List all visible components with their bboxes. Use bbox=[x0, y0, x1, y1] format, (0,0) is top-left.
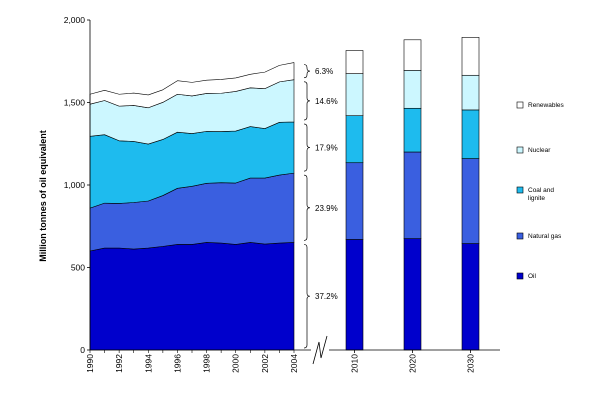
legend-swatch-nuclear bbox=[516, 146, 524, 154]
x-tick-label-1998: 1998 bbox=[202, 354, 212, 373]
share-label-nuclear: 14.6% bbox=[315, 97, 338, 106]
bar-2030-oil bbox=[461, 243, 480, 351]
y-axis-label: Million tonnes of oil equivalent bbox=[38, 130, 48, 262]
bar-2030-coal-and-lignite bbox=[461, 109, 480, 159]
bar-2010-oil bbox=[345, 239, 364, 351]
share-label-natural-gas: 23.9% bbox=[315, 204, 338, 213]
x-tick-label-1990: 1990 bbox=[85, 354, 95, 373]
bar-2010-coal-and-lignite bbox=[345, 115, 364, 164]
x-tick-label-2020: 2020 bbox=[408, 354, 418, 373]
brace-natural-gas bbox=[303, 174, 311, 241]
share-label-coal-and-lignite: 17.9% bbox=[315, 144, 338, 153]
x-tick-label-1994: 1994 bbox=[143, 354, 153, 373]
y-tick-label: 1,500 bbox=[64, 98, 86, 108]
legend-label-nuclear: Nuclear bbox=[528, 147, 551, 154]
brace-nuclear bbox=[303, 81, 311, 121]
x-tick-label-2002: 2002 bbox=[260, 354, 270, 373]
projection-bars bbox=[345, 37, 480, 351]
x-tick-label-2000: 2000 bbox=[231, 354, 241, 373]
legend-label-renewables: Renewables bbox=[528, 102, 565, 109]
legend-swatch-renewables bbox=[516, 101, 524, 109]
legend-swatch-natural-gas bbox=[516, 232, 524, 240]
legend-label-coal-and-lignite: Coal and lignite bbox=[528, 187, 554, 202]
bar-2010-renewables bbox=[345, 50, 364, 74]
share-annotations: 6.3% 14.6% 17.9% 23.9% 37.2% bbox=[303, 64, 338, 349]
stacked-area-plot bbox=[89, 62, 295, 351]
bar-2010-natural-gas bbox=[345, 162, 364, 240]
axis-break-mark bbox=[312, 335, 328, 365]
bar-2020-oil bbox=[403, 238, 422, 351]
y-tick-label: 0 bbox=[80, 345, 85, 355]
legend-swatch-oil bbox=[516, 272, 524, 280]
y-tick-label: 500 bbox=[71, 263, 85, 273]
brace-renewables bbox=[303, 64, 311, 79]
bar-2020-natural-gas bbox=[403, 151, 422, 239]
brace-oil bbox=[303, 244, 311, 349]
legend: Renewables Nuclear Coal and lignite Natural … bbox=[516, 101, 565, 280]
legend-swatch-coal-and-lignite bbox=[516, 186, 524, 194]
x-tick-label-2030: 2030 bbox=[466, 354, 476, 373]
legend-label-oil: Oil bbox=[528, 273, 537, 280]
legend-label-natural-gas: Natural gas bbox=[528, 233, 562, 240]
share-label-oil: 37.2% bbox=[315, 292, 338, 301]
y-tick-label: 2,000 bbox=[64, 15, 86, 25]
x-tick-label-1996: 1996 bbox=[172, 354, 182, 373]
axes: 2010 2020 2030 0 500 1,000 1,500 2,000 1990 1992 1… bbox=[64, 15, 500, 373]
x-tick-label-2004: 2004 bbox=[289, 354, 299, 373]
brace-coal-and-lignite bbox=[303, 123, 311, 172]
area-oil bbox=[89, 242, 295, 351]
y-tick-label: 1,000 bbox=[64, 180, 86, 190]
share-label-renewables: 6.3% bbox=[315, 67, 333, 76]
bar-2030-nuclear bbox=[461, 74, 480, 111]
x-tick-label-2010: 2010 bbox=[350, 354, 360, 373]
x-tick-label-1992: 1992 bbox=[114, 354, 124, 373]
bar-2030-natural-gas bbox=[461, 158, 480, 244]
bar-2010-nuclear bbox=[345, 73, 364, 117]
bar-2020-nuclear bbox=[403, 70, 422, 109]
bar-2030-renewables bbox=[461, 37, 480, 76]
bar-2020-renewables bbox=[403, 39, 422, 71]
bar-2020-coal-and-lignite bbox=[403, 107, 422, 153]
area-renewables bbox=[89, 62, 295, 109]
